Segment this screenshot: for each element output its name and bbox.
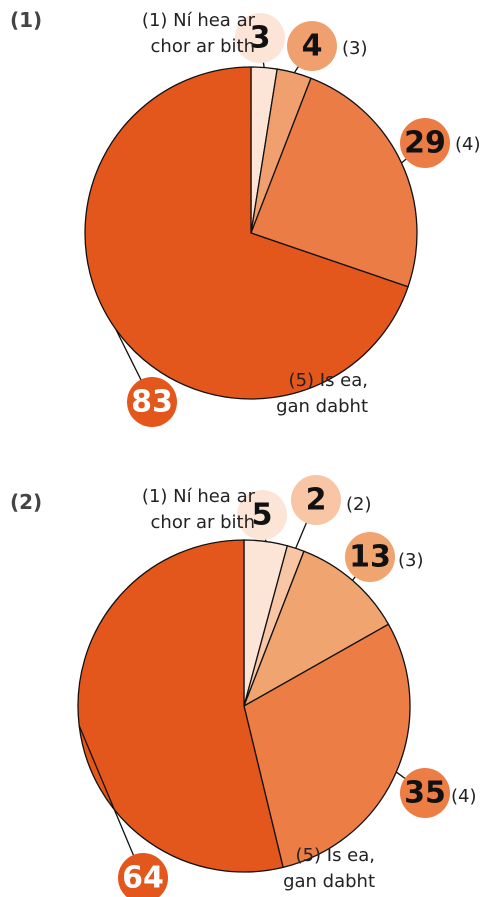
category-label: (2)	[346, 494, 372, 515]
category-label: (3)	[342, 38, 368, 59]
value-label: 4	[302, 29, 323, 64]
value-label: 35	[404, 776, 446, 811]
pie-slice	[84, 66, 409, 400]
pie-slice	[243, 623, 411, 869]
category-label: (5) Is ea, gan dabht	[283, 845, 375, 892]
category-label: (3)	[398, 550, 424, 571]
value-badge	[291, 475, 341, 525]
value-badge	[287, 21, 337, 71]
value-badge	[118, 853, 168, 897]
value-label: 5	[252, 498, 273, 533]
value-badge	[400, 768, 450, 818]
value-badge	[127, 377, 177, 427]
value-badge	[345, 532, 395, 582]
value-label: 13	[349, 540, 391, 575]
leader-line	[78, 725, 144, 879]
value-label: 83	[131, 385, 173, 420]
value-label: 29	[404, 126, 446, 161]
panel-title: (2)	[10, 490, 43, 514]
value-badge	[235, 13, 285, 63]
value-label: 64	[122, 861, 164, 896]
value-label: 2	[306, 483, 327, 518]
value-label: 3	[250, 21, 271, 56]
category-label: (4)	[451, 786, 477, 807]
value-badge	[400, 118, 450, 168]
value-badge	[237, 490, 287, 540]
pie-slice	[242, 550, 390, 708]
category-label: (4)	[455, 134, 480, 155]
panel-title: (1)	[10, 8, 43, 32]
category-label: (5) Is ea, gan dabht	[276, 370, 368, 417]
pie-slice	[250, 77, 418, 288]
category-label: (1) Ní hea ar chor ar bith	[141, 486, 255, 533]
category-label: (1) Ní hea ar chor ar bith	[141, 10, 255, 57]
